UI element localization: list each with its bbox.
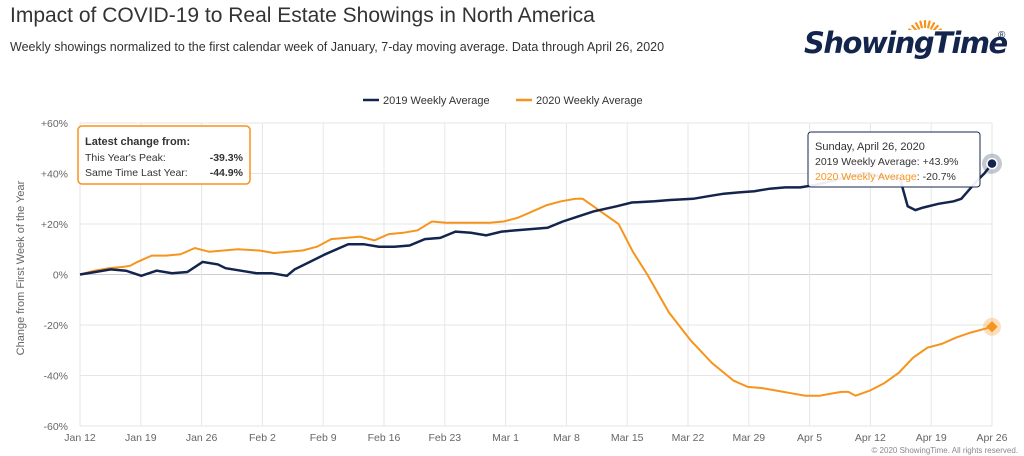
chart-tooltip: Sunday, April 26, 2020 2019 Weekly Avera… [807,131,981,188]
tooltip-frame [807,131,981,188]
legend-label-2020: 2020 Weekly Average [536,95,643,107]
page-subtitle: Weekly showings normalized to the first … [10,40,665,54]
x-tick-label: Apr 26 [977,432,1008,444]
copyright-notice: © 2020 ShowingTime. All rights reserved. [871,446,1018,455]
last-year-change-label: Same Time Last Year: [85,167,188,179]
logo-reg-mark: ® [998,30,1006,41]
showingtime-logo: ShowingTime ® [800,10,1015,75]
y-tick-label: +60% [41,118,68,130]
y-tick-label: +20% [41,219,68,231]
legend-label-2019: 2019 Weekly Average [383,95,490,107]
x-tick-label: Feb 23 [428,432,461,444]
hover-markers [982,153,1002,336]
latest-change-title: Latest change from: [85,136,190,148]
y-axis-label: Change from First Week of the Year [15,180,27,355]
marker-point-2019 [986,157,998,170]
tooltip-2020-label: 2020 Weekly Average [815,171,917,183]
x-tick-label: Mar 8 [553,432,580,444]
x-tick-label: Mar 29 [732,432,765,444]
peak-change-label: This Year's Peak: [85,152,166,164]
x-tick-label: Jan 12 [64,432,96,444]
legend-item-2019[interactable]: 2019 Weekly Average [363,95,490,107]
chart-legend[interactable]: 2019 Weekly Average 2020 Weekly Average [363,95,643,107]
tooltip-2019-label: 2019 Weekly Average [815,156,917,168]
marker-point-2020 [986,321,998,333]
x-tick-label: Mar 22 [672,432,705,444]
series-line-2020[interactable] [79,197,993,397]
page-title: Impact of COVID-19 to Real Estate Showin… [10,4,595,27]
y-tick-label: 0% [53,270,68,282]
tooltip-line-2020: 2020 Weekly Average: -20.7% [815,171,956,183]
y-tick-label: -60% [43,421,68,433]
x-tick-label: Feb 2 [249,432,276,444]
x-tick-label: Mar 1 [492,432,519,444]
tooltip-date: Sunday, April 26, 2020 [815,141,925,153]
x-tick-label: Feb 16 [368,432,401,444]
x-tick-label: Jan 19 [125,432,157,444]
last-year-change-value: -44.9% [210,167,244,179]
x-axis-ticks: Jan 12 Jan 19 Jan 26 Feb 2 Feb 9 Feb 16 Feb 23… [64,432,1007,444]
x-tick-label: Apr 12 [855,432,886,444]
x-tick-label: Apr 19 [916,432,947,444]
y-axis-ticks: +60% +40% +20% 0% -20% -40% -60% [41,118,68,433]
logo-text: ShowingTime [804,26,1008,60]
peak-change-value: -39.3% [210,152,244,164]
x-tick-label: Jan 26 [186,432,218,444]
tooltip-2019-value: +43.9% [923,156,959,168]
y-tick-label: -20% [43,320,68,332]
latest-change-box-frame [77,125,251,185]
latest-change-box: Latest change from: This Year's Peak: -3… [77,125,251,185]
legend-item-2020[interactable]: 2020 Weekly Average [516,95,643,107]
tooltip-line-2019: 2019 Weekly Average: +43.9% [815,156,959,168]
y-tick-label: -40% [43,371,68,383]
logo-rays-icon [908,19,942,30]
y-tick-label: +40% [41,169,68,181]
x-tick-label: Mar 15 [611,432,644,444]
tooltip-2020-value: -20.7% [923,171,956,183]
x-tick-label: Apr 5 [797,432,822,444]
x-tick-label: Feb 9 [310,432,337,444]
